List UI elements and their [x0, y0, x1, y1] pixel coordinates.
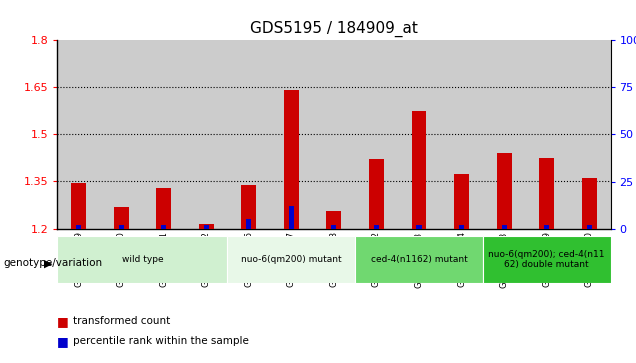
Bar: [331, 225, 336, 229]
Bar: [374, 225, 379, 229]
Bar: [156, 188, 171, 229]
Bar: [228, 236, 355, 283]
Bar: [326, 211, 342, 229]
Bar: [57, 236, 228, 283]
Bar: [118, 225, 123, 229]
Title: GDS5195 / 184909_at: GDS5195 / 184909_at: [250, 21, 418, 37]
Bar: [568, 40, 611, 229]
Text: percentile rank within the sample: percentile rank within the sample: [73, 336, 249, 346]
Bar: [204, 225, 209, 229]
Bar: [497, 153, 511, 229]
Bar: [440, 40, 483, 229]
Bar: [582, 178, 597, 229]
Bar: [539, 158, 554, 229]
Bar: [313, 40, 355, 229]
Bar: [241, 185, 256, 229]
Bar: [142, 40, 185, 229]
Bar: [270, 40, 313, 229]
Bar: [76, 225, 81, 229]
Text: transformed count: transformed count: [73, 316, 170, 326]
Text: nuo-6(qm200) mutant: nuo-6(qm200) mutant: [241, 255, 342, 264]
Bar: [246, 219, 251, 229]
Bar: [199, 224, 214, 229]
Bar: [459, 225, 464, 229]
Bar: [71, 183, 86, 229]
Bar: [355, 40, 398, 229]
Text: ■: ■: [57, 335, 69, 348]
Text: genotype/variation: genotype/variation: [3, 258, 102, 268]
Text: wild type: wild type: [121, 255, 163, 264]
Bar: [502, 225, 507, 229]
Bar: [398, 40, 440, 229]
Bar: [57, 40, 100, 229]
Bar: [525, 40, 568, 229]
Text: ■: ■: [57, 315, 69, 328]
Bar: [114, 207, 128, 229]
Text: ced-4(n1162) mutant: ced-4(n1162) mutant: [371, 255, 467, 264]
Bar: [587, 225, 592, 229]
Bar: [355, 236, 483, 283]
Bar: [228, 40, 270, 229]
Bar: [289, 206, 294, 229]
Bar: [411, 111, 427, 229]
Text: ▶: ▶: [45, 258, 53, 268]
Bar: [161, 225, 166, 229]
Bar: [284, 90, 299, 229]
Bar: [417, 225, 422, 229]
Text: nuo-6(qm200); ced-4(n11
62) double mutant: nuo-6(qm200); ced-4(n11 62) double mutan…: [488, 250, 605, 269]
Bar: [483, 40, 525, 229]
Bar: [100, 40, 142, 229]
Bar: [369, 159, 384, 229]
Bar: [544, 225, 550, 229]
Bar: [483, 236, 611, 283]
Bar: [454, 174, 469, 229]
Bar: [185, 40, 228, 229]
